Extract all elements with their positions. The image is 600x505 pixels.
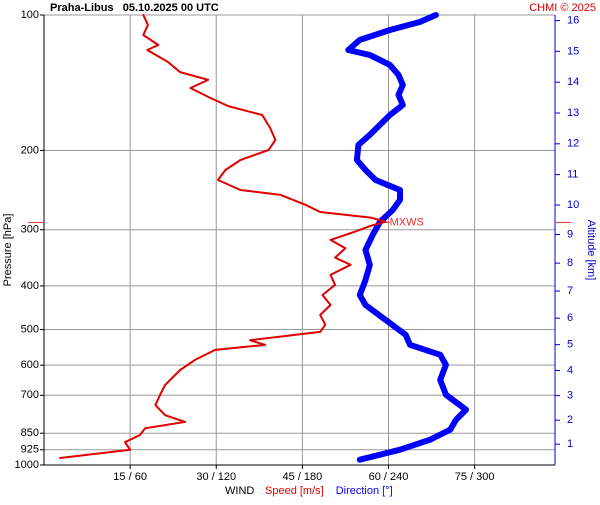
annotation-label: MXWS <box>390 216 424 228</box>
x-tick-label: 30 / 120 <box>196 471 236 483</box>
y2-tick-label: 8 <box>567 257 573 269</box>
y2-tick-label: 11 <box>567 169 578 181</box>
y-tick-label: 200 <box>21 144 39 156</box>
x-tick-label: 75 / 300 <box>455 471 495 483</box>
y-tick-label: 1000 <box>15 459 39 471</box>
legend-title: WIND <box>225 485 254 497</box>
y-tick-label: 600 <box>21 359 39 371</box>
data-line <box>59 14 387 459</box>
y2-tick-label: 15 <box>567 45 579 57</box>
y2-axis-label: Altitude [km] <box>585 220 597 281</box>
y2-tick-label: 1 <box>567 438 573 450</box>
y-tick-label: 700 <box>21 389 39 401</box>
legend-label: Speed [m/s] <box>265 485 324 497</box>
y-tick-label: 300 <box>21 224 39 236</box>
y2-tick-label: 12 <box>567 138 579 150</box>
x-tick-label: 60 / 240 <box>369 471 409 483</box>
y-tick-label: 925 <box>21 444 39 456</box>
y2-tick-label: 16 <box>567 14 579 26</box>
y-tick-label: 850 <box>21 427 39 439</box>
y2-tick-label: 2 <box>567 414 573 426</box>
y2-tick-label: 13 <box>567 107 579 119</box>
credit: CHMI © 2025 <box>529 2 596 14</box>
y-tick-label: 100 <box>21 9 39 21</box>
y2-tick-label: 6 <box>567 312 573 324</box>
y-tick-label: 500 <box>21 323 39 335</box>
y2-tick-label: 10 <box>567 199 579 211</box>
chart-title: Praha-Libus 05.10.2025 00 UTC <box>50 2 219 14</box>
x-tick-label: 15 / 60 <box>113 471 147 483</box>
x-tick-label: 45 / 180 <box>282 471 322 483</box>
y2-tick-label: 14 <box>567 76 579 88</box>
data-line <box>345 12 469 463</box>
legend-label: Direction [°] <box>336 485 393 497</box>
y2-tick-label: 3 <box>567 390 573 402</box>
y2-tick-label: 9 <box>567 228 573 240</box>
y-axis-label: Pressure [hPa] <box>2 214 14 287</box>
y2-tick-label: 7 <box>567 285 573 297</box>
y-tick-label: 400 <box>21 280 39 292</box>
y2-tick-label: 4 <box>567 364 573 376</box>
y2-tick-label: 5 <box>567 339 573 351</box>
